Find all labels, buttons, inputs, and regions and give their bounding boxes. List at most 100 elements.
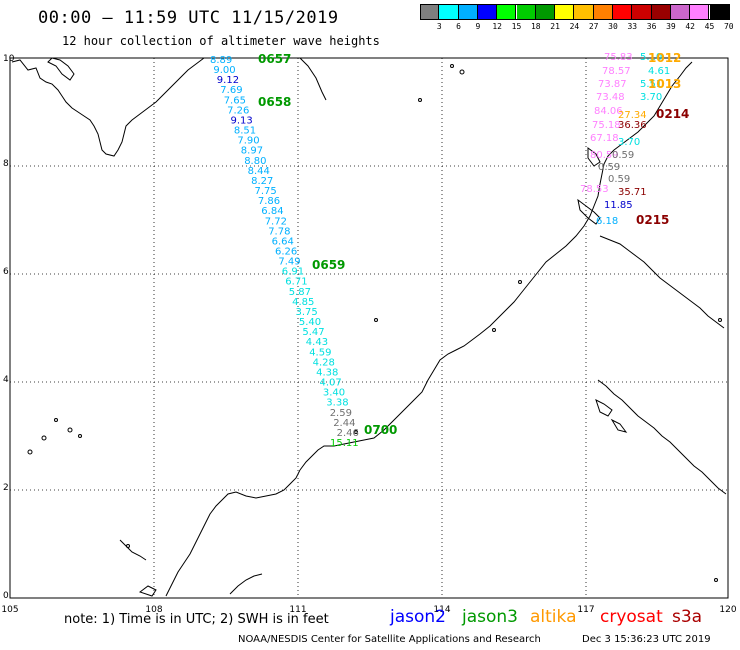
wave-height-value: 7.72 xyxy=(265,216,287,227)
map-title: 00:00 – 11:59 UTC 11/15/2019 xyxy=(38,8,339,28)
wave-height-value: 5.10 xyxy=(640,52,662,63)
longitude-label: 114 xyxy=(433,605,450,615)
color-scale-swatch xyxy=(709,4,729,20)
wave-height-value: 7.90 xyxy=(237,136,259,147)
wave-height-value: 67.18 xyxy=(590,133,619,144)
color-scale-swatch xyxy=(555,4,575,20)
wave-height-value: 4.85 xyxy=(292,297,314,308)
satellite-legend-s3a: s3a xyxy=(672,607,703,627)
wave-height-value: 7.26 xyxy=(227,105,249,116)
coastlines xyxy=(11,57,727,597)
color-scale-tick: 12 xyxy=(492,22,502,31)
wave-height-value: 5.87 xyxy=(289,287,311,298)
color-scale-swatch xyxy=(458,4,478,20)
longitude-label: 105 xyxy=(1,605,18,615)
color-scale-tick: 27 xyxy=(588,22,599,31)
wave-height-value: 4.61 xyxy=(648,66,670,77)
pass-time-label: 0659 xyxy=(312,258,345,272)
color-scale-tick: 30 xyxy=(608,22,618,31)
wave-height-value: 78.53 xyxy=(580,184,609,195)
wave-height-value: 36.36 xyxy=(618,120,647,131)
wave-height-value: 5.47 xyxy=(302,327,324,338)
color-scale-swatch xyxy=(670,4,691,20)
wave-height-value: 0.59 xyxy=(612,150,634,161)
satellite-legend-jason3: jason3 xyxy=(462,607,518,627)
wave-height-value: 15.11 xyxy=(330,438,359,449)
wave-height-value: 6.18 xyxy=(596,216,618,227)
wave-height-value: 4.38 xyxy=(316,367,338,378)
color-scale-tick: 21 xyxy=(550,22,560,31)
color-scale-tick: 36 xyxy=(646,22,657,31)
longitude-label: 120 xyxy=(719,605,736,615)
pass-time-label: 0657 xyxy=(258,52,291,66)
wave-height-value: 8.97 xyxy=(241,146,263,157)
wave-height-value: 3.38 xyxy=(326,398,348,409)
wave-height-value: 0.59 xyxy=(608,174,630,185)
pass-time-label: 1012 xyxy=(648,51,681,65)
wave-height-value: 4.59 xyxy=(309,347,331,358)
wave-height-value: 4.43 xyxy=(306,337,328,348)
wave-height-value: 3.75 xyxy=(296,307,318,318)
color-scale-swatch xyxy=(497,4,517,20)
footer-timestamp: Dec 3 15:36:23 UTC 2019 xyxy=(582,634,711,645)
wave-height-value: 8.44 xyxy=(248,166,270,177)
color-scale-swatch xyxy=(574,4,594,20)
pass-time-label: 1013 xyxy=(648,77,681,91)
pass-time-label: 0214 xyxy=(656,107,689,121)
wave-height-value: 7.69 xyxy=(220,85,242,96)
wave-height-value: 80.59 xyxy=(590,150,619,161)
wave-height-value: 78.57 xyxy=(602,66,631,77)
wave-height-value: 9.00 xyxy=(213,65,235,76)
footer-note: note: 1) Time is in UTC; 2) SWH is in fe… xyxy=(64,612,329,627)
color-scale-swatch xyxy=(651,4,671,20)
color-scale-tick: 9 xyxy=(475,22,481,31)
wave-height-value: 3.70 xyxy=(618,137,640,148)
wave-height-value: 7.86 xyxy=(258,196,280,207)
pass-time-label: 0658 xyxy=(258,95,291,109)
color-scale-swatch xyxy=(593,4,613,20)
latitude-label: 8 xyxy=(3,159,9,169)
color-scale-tick: 39 xyxy=(666,22,676,31)
wave-height-value: 7.49 xyxy=(278,257,300,268)
wave-height-value: 7.75 xyxy=(255,186,277,197)
latitude-label: 2 xyxy=(3,483,9,493)
wave-height-value: 3.40 xyxy=(323,388,345,399)
color-scale-swatch xyxy=(632,4,652,20)
pass-time-label: 0700 xyxy=(364,423,397,437)
wave-height-value: 7.65 xyxy=(224,95,246,106)
map-subtitle: 12 hour collection of altimeter wave hei… xyxy=(62,34,380,48)
longitude-label: 111 xyxy=(289,605,306,615)
map-frame xyxy=(9,57,729,599)
wave-height-value: 4.28 xyxy=(313,357,335,368)
satellite-legend-altika: altika xyxy=(530,607,577,627)
color-scale-tick: 6 xyxy=(456,22,461,31)
wave-height-value: 11.85 xyxy=(604,200,633,211)
wave-height-value: 73.48 xyxy=(596,92,625,103)
wave-height-value: 7.78 xyxy=(268,226,290,237)
wave-height-value: 8.80 xyxy=(244,156,266,167)
wave-height-value: 84.06 xyxy=(594,106,623,117)
satellite-legend-jason2: jason2 xyxy=(390,607,446,627)
color-scale-swatch xyxy=(613,4,633,20)
wave-height-value: 8.27 xyxy=(251,176,273,187)
wave-height-value: 35.71 xyxy=(618,187,647,198)
wave-height-value: 6.26 xyxy=(275,247,297,258)
color-scale-tick: 33 xyxy=(627,22,638,31)
wave-height-value: 0.59 xyxy=(598,162,620,173)
wave-height-value: 2.44 xyxy=(333,418,355,429)
wave-height-value: 2.46 xyxy=(337,428,359,439)
latitude-label: 10 xyxy=(3,54,15,64)
wave-height-value: 8.51 xyxy=(234,126,256,137)
longitude-label: 117 xyxy=(577,605,594,615)
wave-height-value: 9.13 xyxy=(231,116,253,127)
color-scale-tick: 15 xyxy=(511,22,522,31)
wave-height-value: 6.64 xyxy=(272,236,294,247)
latitude-label: 4 xyxy=(3,375,9,385)
wave-height-value: 27.34 xyxy=(618,110,647,121)
wave-height-value: 6.84 xyxy=(261,206,283,217)
color-scale-swatch xyxy=(477,4,498,20)
longitude-label: 108 xyxy=(145,605,162,615)
color-scale-swatch xyxy=(535,4,556,20)
